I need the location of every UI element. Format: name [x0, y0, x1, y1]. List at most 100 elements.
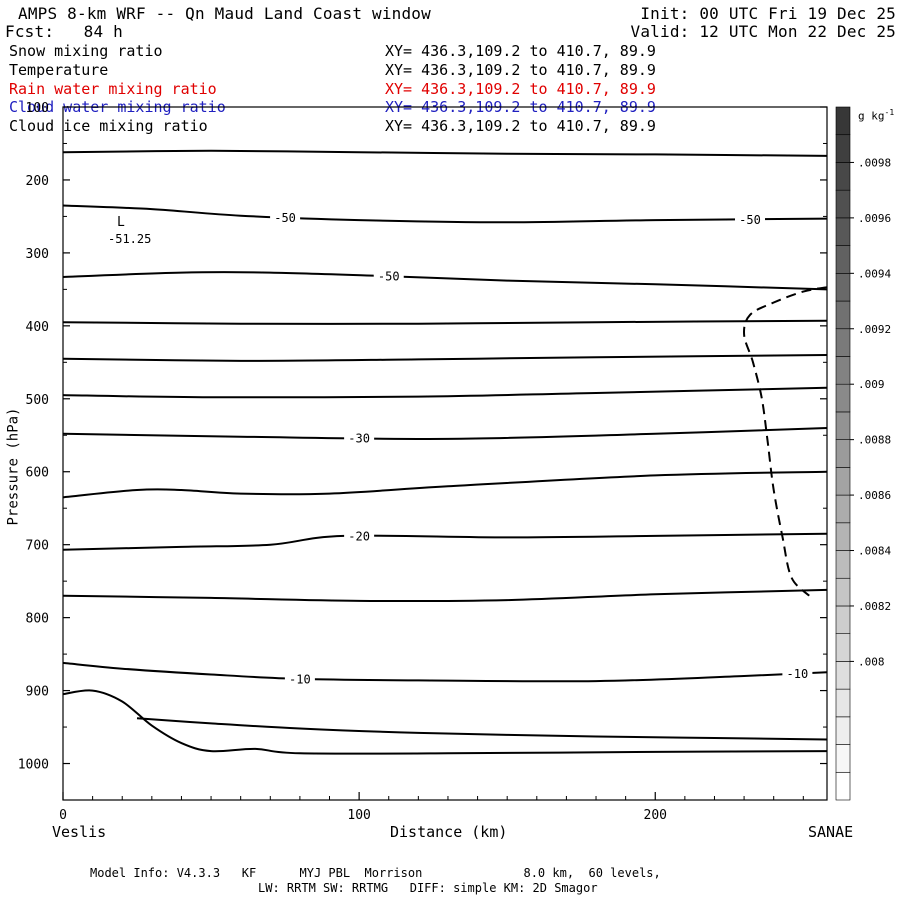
- field-xy: XY= 436.3,109.2 to 410.7, 89.9: [385, 80, 656, 98]
- colorbar-swatch: [835, 217, 851, 246]
- contour-label: -50: [739, 213, 761, 227]
- temperature-contour: [62, 588, 828, 603]
- colorbar-swatch: [835, 162, 851, 191]
- x-tick-label: 200: [644, 808, 667, 823]
- axes: 100 200 300 400 500 600 700 800 900 1000 0 100 200: [18, 101, 827, 823]
- colorbar-label: .0098: [858, 156, 891, 169]
- low-marker-value: -51.25: [108, 232, 152, 246]
- colorbar-label: .009: [858, 378, 885, 391]
- contour-label-bg: [344, 529, 375, 544]
- colorbar-swatch: [835, 771, 851, 801]
- x-tick-label: 0: [59, 808, 67, 823]
- colorbar-swatch: [835, 633, 851, 662]
- colorbar-swatch: [835, 494, 851, 524]
- contour-label-bg: [284, 671, 315, 686]
- footer-physics-info: LW: RRTM SW: RRTMG DIFF: simple KM: 2D S…: [258, 881, 598, 895]
- temperature-contour: [62, 386, 828, 399]
- colorbar-label: .0088: [858, 434, 891, 447]
- contour-label: -50: [274, 211, 296, 225]
- contour-label: -30: [348, 431, 370, 445]
- temperature-contour: [62, 661, 828, 683]
- field-xy: XY= 436.3,109.2 to 410.7, 89.9: [385, 61, 656, 79]
- colorbar-label: .0096: [858, 212, 891, 225]
- colorbar-label: .0086: [858, 489, 891, 502]
- temperature-contour: [62, 319, 828, 325]
- colorbar-swatch: [835, 550, 851, 579]
- temperature-contour: [136, 717, 828, 741]
- forecast-hour: Fcst: 84 h: [5, 22, 123, 41]
- footer-model-info: Model Info: V4.3.3 KF MYJ PBL Morrison 8…: [90, 866, 661, 880]
- temperature-contour: [62, 271, 828, 291]
- contour-label-bg: [782, 666, 813, 681]
- colorbar-unit-text: g kg: [858, 109, 885, 123]
- colorbar-label: .0094: [858, 267, 891, 280]
- colorbar-unit-exp: -1: [884, 108, 895, 117]
- field-xy: XY= 436.3,109.2 to 410.7, 89.9: [385, 42, 656, 60]
- y-tick-label: 900: [26, 685, 49, 700]
- colorbar-swatch: [835, 383, 851, 413]
- field-name: Cloud ice mixing ratio: [9, 117, 208, 135]
- temperature-contour: [62, 354, 828, 362]
- colorbar-swatch: [835, 106, 851, 136]
- y-tick-label: 400: [26, 320, 49, 335]
- temperature-contour: [62, 149, 828, 157]
- colorbar-swatch: [835, 245, 851, 274]
- plot-frame: [62, 106, 828, 801]
- colorbar-swatch: [835, 411, 851, 440]
- temperature-contour: [62, 470, 828, 499]
- y-tick-label: 600: [26, 466, 49, 481]
- colorbar-unit: g kg-1: [858, 104, 894, 125]
- contour-label-bg: [373, 269, 404, 284]
- y-tick-label: 1000: [18, 758, 49, 773]
- colorbar-swatch: [835, 661, 851, 690]
- colorbar-swatch: [835, 577, 851, 607]
- y-tick-label: 800: [26, 612, 49, 627]
- colorbar-swatch: [835, 300, 851, 330]
- colorbar-swatch: [835, 189, 851, 219]
- x-axis-label: Distance (km): [390, 823, 508, 841]
- contour-label: -10: [289, 672, 311, 686]
- colorbar-label: .0092: [858, 323, 891, 336]
- dashed-contour: [743, 286, 828, 597]
- y-tick-label: 700: [26, 539, 49, 554]
- contour-label-bg: [270, 210, 301, 225]
- x-tick-label: 100: [347, 808, 370, 823]
- contour-label-bg: [735, 212, 766, 227]
- y-tick-label: 500: [26, 393, 49, 408]
- colorbar: .008 .0082 .0084 .0086 .0088 .009 .0092 .0094 .0…: [835, 106, 891, 801]
- colorbar-swatch: [835, 439, 851, 468]
- colorbar-swatch: [835, 605, 851, 634]
- snow-ratio-contour: [743, 286, 828, 597]
- low-marker-label: L: [117, 215, 125, 230]
- y-tick-label: 300: [26, 247, 49, 262]
- colorbar-swatch: [835, 744, 851, 773]
- field-xy: XY= 436.3,109.2 to 410.7, 89.9: [385, 117, 656, 135]
- contour-label-bg: [344, 430, 375, 445]
- x-end-label-right: SANAE: [808, 823, 854, 841]
- contour-label: -50: [378, 270, 400, 284]
- colorbar-label: .008: [858, 655, 885, 668]
- plot-border: [62, 106, 828, 801]
- y-axis-label: Pressure (hPa): [5, 407, 22, 526]
- temperature-contours: -50 -50 -50 -30 -20 -10 -10: [62, 149, 828, 755]
- colorbar-label: .0084: [858, 545, 891, 558]
- temperature-contour: [62, 204, 828, 224]
- colorbar-swatch: [835, 134, 851, 163]
- temperature-contour: [62, 532, 828, 551]
- colorbar-swatch: [835, 467, 851, 496]
- colorbar-swatch: [835, 688, 851, 718]
- contour-label: -10: [787, 667, 809, 681]
- contour-label: -20: [348, 530, 370, 544]
- chart-title: AMPS 8-km WRF -- Qn Maud Land Coast wind…: [18, 4, 431, 23]
- y-tick-label: 200: [26, 174, 49, 189]
- temperature-contour: [62, 689, 828, 755]
- colorbar-swatch: [835, 716, 851, 745]
- colorbar-label: .0082: [858, 600, 891, 613]
- field-name: Rain water mixing ratio: [9, 80, 217, 98]
- field-name: Temperature: [9, 61, 109, 79]
- x-end-label-left: Veslis: [52, 823, 107, 841]
- y-tick-label: 100: [26, 101, 49, 116]
- field-name: Snow mixing ratio: [9, 42, 163, 60]
